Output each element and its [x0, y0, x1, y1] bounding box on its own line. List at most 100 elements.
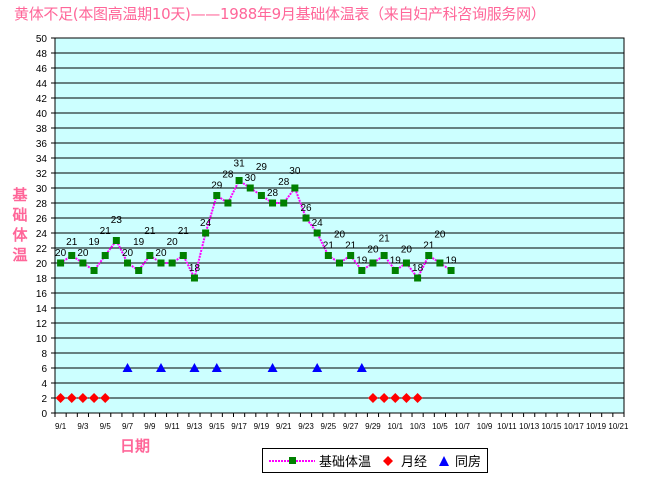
data-label: 28 — [267, 188, 279, 199]
legend-item-menses: 月经 — [383, 451, 427, 470]
temperature-point — [168, 259, 176, 267]
temperature-point — [79, 259, 87, 267]
y-tick-label: 10 — [36, 334, 48, 345]
data-label: 29 — [211, 181, 223, 192]
temperature-point — [101, 252, 109, 259]
data-label: 28 — [278, 177, 290, 188]
data-label: 20 — [122, 248, 134, 259]
data-label: 19 — [88, 237, 100, 248]
x-tick-label: 10/9 — [477, 422, 493, 431]
x-axis-label: 日期 — [120, 437, 151, 455]
x-tick-label: 10/13 — [519, 422, 540, 431]
y-tick-label: 2 — [41, 394, 47, 405]
y-tick-label: 40 — [36, 109, 48, 120]
x-tick-label: 9/23 — [298, 422, 314, 431]
intercourse-marker — [155, 363, 166, 372]
y-tick-label: 16 — [36, 289, 48, 300]
data-label: 23 — [111, 215, 123, 226]
data-label: 28 — [222, 170, 234, 181]
x-tick-label: 10/1 — [387, 422, 403, 431]
y-tick-label: 32 — [36, 169, 48, 180]
y-tick-label: 48 — [36, 49, 48, 60]
x-tick-label: 10/5 — [432, 422, 448, 431]
menses-marker — [379, 393, 390, 403]
temperature-point — [324, 252, 332, 259]
menses-marker — [412, 393, 423, 403]
legend-label-menses: 月经 — [401, 455, 428, 470]
menses-marker — [401, 393, 412, 403]
data-label: 31 — [234, 159, 246, 170]
temperature-point — [246, 184, 254, 192]
data-label: 30 — [245, 173, 257, 184]
intercourse-marker — [211, 363, 222, 372]
data-label: 30 — [289, 166, 301, 177]
data-label: 20 — [55, 248, 67, 259]
intercourse-marker — [267, 363, 278, 372]
y-tick-label: 44 — [36, 79, 48, 90]
temperature-point — [436, 259, 444, 267]
y-tick-label: 14 — [36, 304, 48, 315]
x-tick-label: 9/11 — [165, 422, 181, 431]
x-tick-label: 9/7 — [122, 422, 134, 431]
data-label: 21 — [178, 226, 190, 237]
x-tick-label: 10/15 — [541, 422, 562, 431]
x-tick-label: 9/29 — [365, 422, 381, 431]
data-label: 19 — [133, 237, 145, 248]
x-tick-label: 9/27 — [343, 422, 359, 431]
y-tick-label: 24 — [36, 229, 48, 240]
x-tick-label: 10/21 — [608, 422, 629, 431]
menses-marker — [100, 393, 111, 403]
temperature-point — [112, 237, 120, 244]
x-tick-label: 10/11 — [497, 422, 517, 431]
data-label: 21 — [323, 241, 335, 252]
y-tick-label: 22 — [36, 244, 48, 255]
data-label: 29 — [256, 162, 268, 173]
x-tick-label: 10/3 — [410, 422, 426, 431]
legend-item-temp: 基础体温 — [269, 451, 371, 470]
temperature-point — [425, 252, 433, 259]
data-label: 19 — [390, 256, 402, 267]
data-label: 20 — [367, 245, 379, 256]
data-label: 20 — [167, 237, 179, 248]
temperature-point — [135, 267, 143, 274]
x-tick-label: 9/13 — [187, 422, 203, 431]
y-tick-label: 38 — [36, 124, 48, 135]
chart-title: 黄体不足(本图高温期10天)——1988年9月基础体温表（来自妇产科咨询服务网） — [14, 5, 546, 23]
data-label: 21 — [66, 237, 78, 248]
data-label: 20 — [77, 248, 89, 259]
temperature-point — [313, 229, 321, 237]
temperature-point — [447, 267, 455, 274]
temperature-point — [124, 259, 132, 267]
y-tick-label: 0 — [41, 409, 47, 420]
temperature-point — [291, 184, 299, 192]
data-label: 21 — [423, 241, 435, 252]
y-tick-label: 20 — [36, 259, 48, 270]
y-tick-label: 30 — [36, 184, 48, 195]
y-axis-label: 基础体温 — [12, 186, 28, 264]
data-label: 20 — [401, 245, 413, 256]
data-label: 18 — [412, 263, 424, 274]
data-label: 18 — [189, 263, 201, 274]
menses-marker — [89, 393, 100, 403]
menses-marker — [55, 393, 66, 403]
x-tick-label: 9/9 — [144, 422, 156, 431]
x-tick-label: 9/19 — [254, 422, 270, 431]
data-label: 19 — [446, 256, 458, 267]
x-tick-label: 9/5 — [100, 422, 112, 431]
x-tick-label: 9/21 — [276, 422, 292, 431]
menses-marker — [390, 393, 401, 403]
data-label: 24 — [200, 218, 212, 229]
data-label: 26 — [300, 203, 312, 214]
x-tick-label: 10/7 — [454, 422, 470, 431]
y-tick-label: 18 — [36, 274, 48, 285]
temperature-point — [336, 259, 343, 267]
temperature-point — [269, 199, 277, 207]
legend-label-intercourse: 同房 — [455, 455, 482, 470]
intercourse-marker — [312, 363, 323, 372]
y-tick-label: 46 — [36, 64, 48, 75]
temperature-point — [369, 259, 377, 267]
temperature-point — [190, 274, 198, 282]
temperature-point — [90, 267, 98, 274]
y-tick-label: 8 — [41, 349, 47, 360]
